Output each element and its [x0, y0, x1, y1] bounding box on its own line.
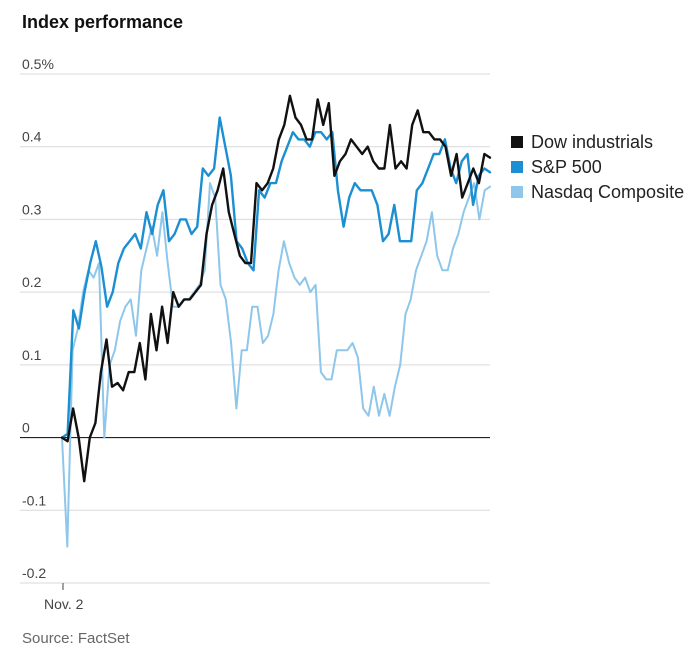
y-tick-label: 0 [22, 420, 30, 436]
y-tick-label: -0.2 [22, 565, 46, 581]
legend-item-s-p-500: S&P 500 [511, 157, 602, 177]
legend-swatch [511, 161, 523, 173]
y-tick-label: 0.4 [22, 129, 42, 145]
y-tick-label: 0.5% [22, 56, 54, 72]
legend-item-nasdaq-composite: Nasdaq Composite [511, 182, 684, 202]
series-line-nasdaq-composite [61, 182, 491, 548]
series-line-s-p-500 [60, 116, 492, 439]
legend-swatch [511, 186, 523, 198]
gridlines [20, 73, 490, 584]
x-tick-label: Nov. 2 [44, 596, 84, 612]
legend-label: S&P 500 [531, 157, 602, 177]
y-tick-label: 0.3 [22, 201, 42, 217]
legend: Dow industrials S&P 500 Nasdaq Composite [511, 132, 684, 202]
y-tick-label: 0.2 [22, 274, 42, 290]
source-note: Source: FactSet [22, 630, 130, 647]
legend-item-dow-industrials: Dow industrials [511, 132, 653, 152]
chart-title: Index performance [22, 12, 184, 32]
legend-swatch [511, 136, 523, 148]
legend-label: Dow industrials [531, 132, 653, 152]
y-axis-labels: 0.5% 0.4 0.3 0.2 0.1 0 -0.1 -0.2 [22, 56, 54, 581]
series-line-dow-industrials [60, 94, 492, 483]
x-axis: Nov. 2 [44, 583, 84, 612]
y-tick-label: 0.1 [22, 347, 42, 363]
legend-label: Nasdaq Composite [531, 182, 684, 202]
series-lines [60, 94, 492, 548]
y-tick-label: -0.1 [22, 492, 46, 508]
